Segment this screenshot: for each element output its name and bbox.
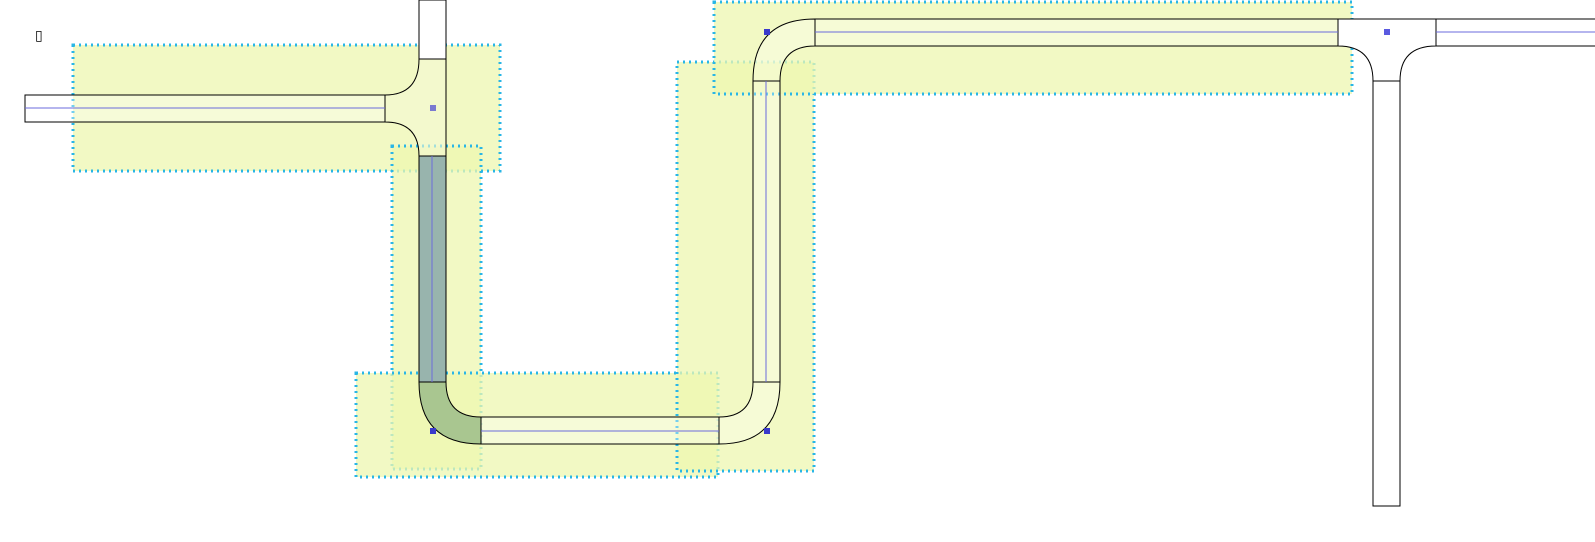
empty-box-icon: ▯ bbox=[35, 28, 43, 44]
node-marker-top-left[interactable] bbox=[764, 29, 770, 35]
zone-vertical-right[interactable] bbox=[675, 60, 816, 473]
pipe-right-long-vertical[interactable] bbox=[1372, 80, 1401, 507]
node-marker-right-junction[interactable] bbox=[1384, 29, 1390, 35]
node-markers bbox=[430, 29, 1390, 434]
center-lines bbox=[25, 31, 1595, 432]
node-marker-bottom-left[interactable] bbox=[430, 428, 436, 434]
pipe-top-stub[interactable] bbox=[418, 0, 447, 60]
node-marker-left-junction[interactable] bbox=[430, 105, 436, 111]
zone-top-horizontal[interactable] bbox=[712, 0, 1354, 96]
node-marker-bottom-right[interactable] bbox=[764, 428, 770, 434]
